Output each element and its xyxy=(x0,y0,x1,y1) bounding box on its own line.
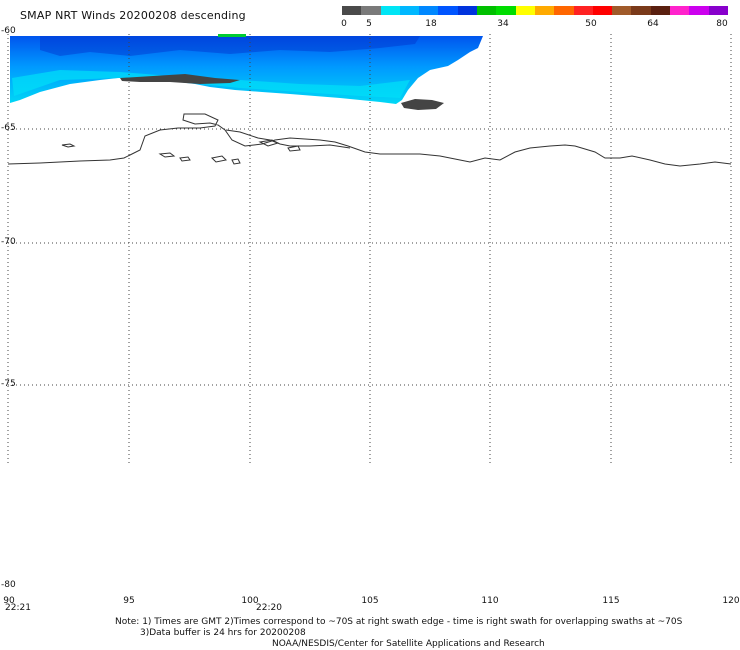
lon-label: 120 xyxy=(722,596,740,606)
lon-label: 105 xyxy=(361,596,379,606)
colorbar-tick-50: 50 xyxy=(585,19,597,29)
wind-swath-lightband xyxy=(12,70,410,98)
low-wind-patch xyxy=(401,99,444,110)
low-wind-patch xyxy=(120,74,240,84)
colorbar-tick-80: 80 xyxy=(716,19,728,29)
lon-label: 90 xyxy=(3,596,15,606)
colorbar-segment xyxy=(554,6,574,15)
colorbar-tick-64: 64 xyxy=(647,19,659,29)
lat-label: -60 xyxy=(1,26,16,36)
lat-label: -65 xyxy=(1,123,16,133)
wind-swath-highlight xyxy=(40,36,420,56)
coastline-inlet xyxy=(225,129,351,149)
colorbar-segment xyxy=(708,6,728,15)
colorbar-segment xyxy=(438,6,458,15)
map-frame xyxy=(8,32,731,586)
swath-time-label: 22:21 xyxy=(5,603,31,613)
island xyxy=(210,155,228,163)
colorbar-segment xyxy=(592,6,613,15)
note-line-2: 3)Data buffer is 24 hrs for 20200208 xyxy=(140,628,306,638)
colorbar-segment xyxy=(515,6,535,15)
note-line-1: Note: 1) Times are GMT 2)Times correspon… xyxy=(115,617,683,627)
colorbar-segment xyxy=(650,6,671,15)
lon-label: 95 xyxy=(123,596,135,606)
island xyxy=(258,139,280,147)
graticule xyxy=(7,34,732,465)
swath-time-label: 22:20 xyxy=(256,603,282,613)
colorbar-segment xyxy=(670,6,690,15)
colorbar-segment xyxy=(689,6,709,15)
colorbar-segment xyxy=(380,6,400,15)
colorbar-segment xyxy=(534,6,555,15)
colorbar-segment xyxy=(399,6,420,15)
wind-speed-colorbar xyxy=(342,6,728,15)
island xyxy=(179,156,191,162)
colorbar-tick-18: 18 xyxy=(425,19,437,29)
colorbar-tick-5: 5 xyxy=(366,19,372,29)
lat-label: -80 xyxy=(1,580,16,590)
lon-label: 110 xyxy=(481,596,499,606)
lon-label: 115 xyxy=(602,596,620,606)
lon-label: 100 xyxy=(241,596,259,606)
map-title: SMAP NRT Winds 20200208 descending xyxy=(20,9,246,22)
island xyxy=(158,152,176,158)
colorbar-segment xyxy=(496,6,516,15)
island xyxy=(287,145,301,152)
island xyxy=(231,158,241,165)
credit-line: NOAA/NESDIS/Center for Satellite Applica… xyxy=(272,639,545,649)
antarctic-coastline xyxy=(7,113,732,167)
colorbar-segment xyxy=(457,6,478,15)
island xyxy=(61,143,76,148)
colorbar-segment xyxy=(612,6,632,15)
lat-label: -70 xyxy=(1,237,16,247)
colorbar-segment xyxy=(631,6,651,15)
colorbar-segment xyxy=(361,6,381,15)
lat-label: -75 xyxy=(1,379,16,389)
colorbar-tick-34: 34 xyxy=(497,19,509,29)
colorbar-segment xyxy=(342,6,362,15)
green-wind-patch xyxy=(218,34,246,37)
colorbar-tick-0: 0 xyxy=(341,19,347,29)
colorbar-segment xyxy=(419,6,439,15)
colorbar-segment xyxy=(477,6,497,15)
colorbar-segment xyxy=(573,6,593,15)
